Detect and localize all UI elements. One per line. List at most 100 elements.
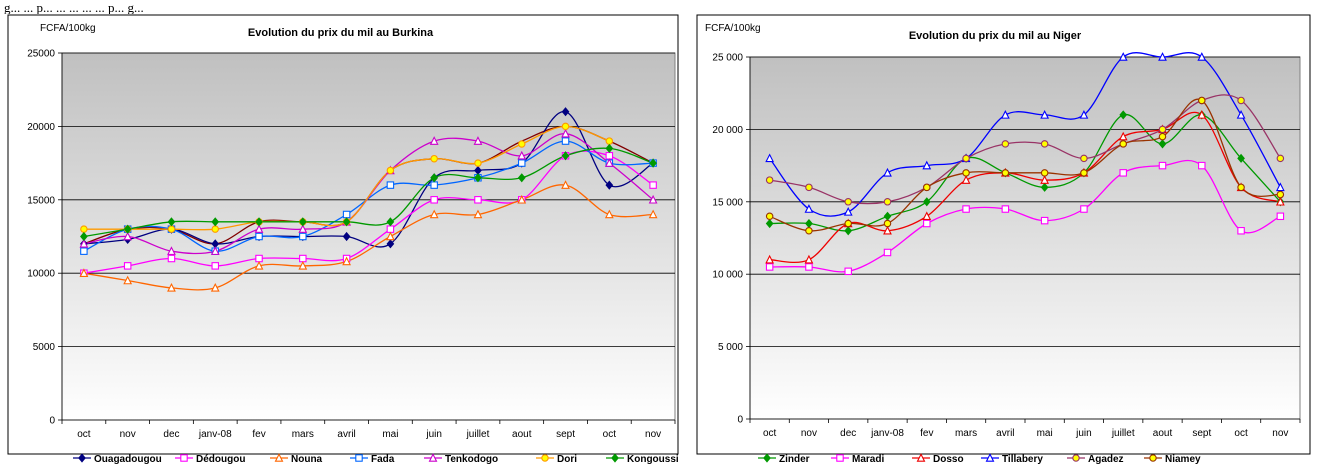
x-tick-label: avril — [996, 428, 1014, 439]
page-caption: g... ... p... ... ... ... ... p... g... — [4, 0, 144, 14]
unit-label: FCFA/100kg — [705, 23, 761, 34]
x-tick-label: fev — [252, 429, 265, 440]
data-point-fada — [517, 159, 526, 167]
data-point-dedougou — [167, 254, 176, 263]
x-tick-label: avril — [337, 429, 355, 440]
y-tick-label: 15 000 — [712, 197, 743, 208]
data-point-niamey — [1237, 183, 1245, 192]
x-tick-label: dec — [840, 428, 856, 439]
legend-marker-nouna — [274, 453, 284, 462]
x-tick-label: janv-08 — [198, 429, 232, 440]
data-point-agadez — [844, 198, 852, 206]
data-point-tenkodogo — [473, 136, 483, 145]
data-point-fada — [255, 232, 263, 241]
legend-label-niamey: Niamey — [1165, 454, 1201, 465]
data-point-agadez — [805, 183, 813, 192]
data-point-fada — [430, 181, 438, 189]
data-point-kongoussi — [211, 217, 220, 227]
data-point-tillabery — [1000, 110, 1010, 119]
data-point-zinder — [922, 197, 931, 207]
legend-label-agadez: Agadez — [1088, 454, 1124, 465]
legend-marker-agadez — [1072, 454, 1080, 462]
data-point-tenkodogo — [517, 150, 527, 160]
data-point-tillabery — [1236, 110, 1246, 119]
data-point-niamey — [844, 219, 852, 228]
data-point-dori — [517, 140, 526, 148]
data-point-kongoussi — [561, 151, 570, 161]
data-point-dedougou — [255, 254, 263, 263]
data-point-dori — [386, 166, 395, 175]
x-tick-label: juillet — [1111, 428, 1135, 439]
data-point-niamey — [1080, 169, 1088, 177]
niger-chart: 0 5 000 10 000 15 000 20 000 25 000 oct nov dec j… — [696, 14, 1311, 465]
data-point-dori — [80, 225, 88, 233]
data-point-nouna — [123, 275, 133, 285]
data-point-niamey — [923, 183, 931, 192]
legend-label-kongoussi: Kongoussi — [627, 454, 679, 465]
legend-marker-kongoussi — [611, 453, 619, 463]
data-point-dosso — [765, 254, 775, 264]
data-point-maradi — [1001, 205, 1010, 213]
y-tick-label: 25 000 — [712, 53, 743, 64]
y-tick-label: 0 — [49, 416, 55, 427]
data-point-agadez — [1237, 96, 1245, 105]
data-point-niamey — [1158, 132, 1167, 141]
y-tick-label: 10 000 — [712, 270, 743, 281]
data-point-fada — [80, 247, 88, 255]
data-point-zinder — [1158, 139, 1167, 149]
data-point-maradi — [962, 205, 970, 213]
series-line-nouna — [83, 184, 654, 291]
data-point-agadez — [962, 154, 970, 163]
data-point-niamey — [765, 212, 774, 221]
legend-label-maradi: Maradi — [852, 454, 884, 465]
x-tick-label: oct — [603, 429, 617, 440]
data-point-dosso — [1197, 110, 1207, 119]
data-point-maradi — [1119, 169, 1127, 177]
data-point-dedougou — [299, 254, 307, 263]
legend-marker-dosso — [916, 453, 926, 462]
data-point-kongoussi — [474, 173, 482, 183]
x-tick-label: juin — [1075, 428, 1092, 439]
data-point-tillabery — [922, 160, 932, 170]
x-tick-label: sept — [556, 429, 575, 440]
data-point-kongoussi — [517, 173, 526, 183]
data-point-zinder — [765, 218, 774, 229]
data-point-fada — [342, 210, 351, 219]
data-point-tillabery — [1079, 110, 1089, 119]
data-point-dosso — [961, 175, 971, 184]
data-point-dedougou — [211, 262, 220, 270]
legend-marker-fada — [355, 454, 363, 462]
data-point-niamey — [883, 219, 892, 228]
data-point-fada — [299, 232, 307, 241]
chart-title: Evolution du prix du mil au Burkina — [248, 27, 434, 39]
data-point-nouna — [604, 209, 614, 219]
data-point-niamey — [1198, 96, 1206, 105]
x-tick-label: dec — [163, 429, 179, 440]
plot-area — [61, 52, 676, 421]
data-point-tillabery — [883, 167, 892, 177]
data-point-ouagadougou — [605, 180, 614, 190]
data-point-kongoussi — [649, 158, 657, 168]
chart-title: Evolution du prix du mil au Niger — [909, 30, 1082, 42]
x-tick-label: janv-08 — [870, 428, 904, 439]
legend-marker-zinder — [763, 453, 771, 463]
data-point-kongoussi — [430, 173, 439, 183]
y-tick-label: 15000 — [27, 195, 55, 206]
data-point-kongoussi — [123, 224, 132, 234]
data-point-kongoussi — [342, 217, 351, 227]
x-tick-label: mai — [1037, 428, 1053, 439]
legend-label-tillabery: Tillabery — [1002, 454, 1043, 465]
data-point-agadez — [1080, 154, 1088, 163]
data-point-kongoussi — [167, 217, 176, 227]
data-point-tenkodogo — [429, 136, 439, 145]
x-tick-label: nov — [645, 429, 661, 440]
legend-label-zinder: Zinder — [779, 454, 810, 465]
data-point-dosso — [1275, 196, 1285, 206]
data-point-maradi — [1158, 161, 1167, 170]
burkina-chart: 0 5000 10000 15000 20000 25000 oct nov dec janv-0… — [7, 14, 679, 465]
data-point-tenkodogo — [648, 194, 658, 204]
data-point-agadez — [1276, 154, 1285, 163]
x-tick-label: oct — [1234, 428, 1248, 439]
data-point-tenkodogo — [561, 128, 570, 138]
data-point-niamey — [962, 169, 970, 177]
